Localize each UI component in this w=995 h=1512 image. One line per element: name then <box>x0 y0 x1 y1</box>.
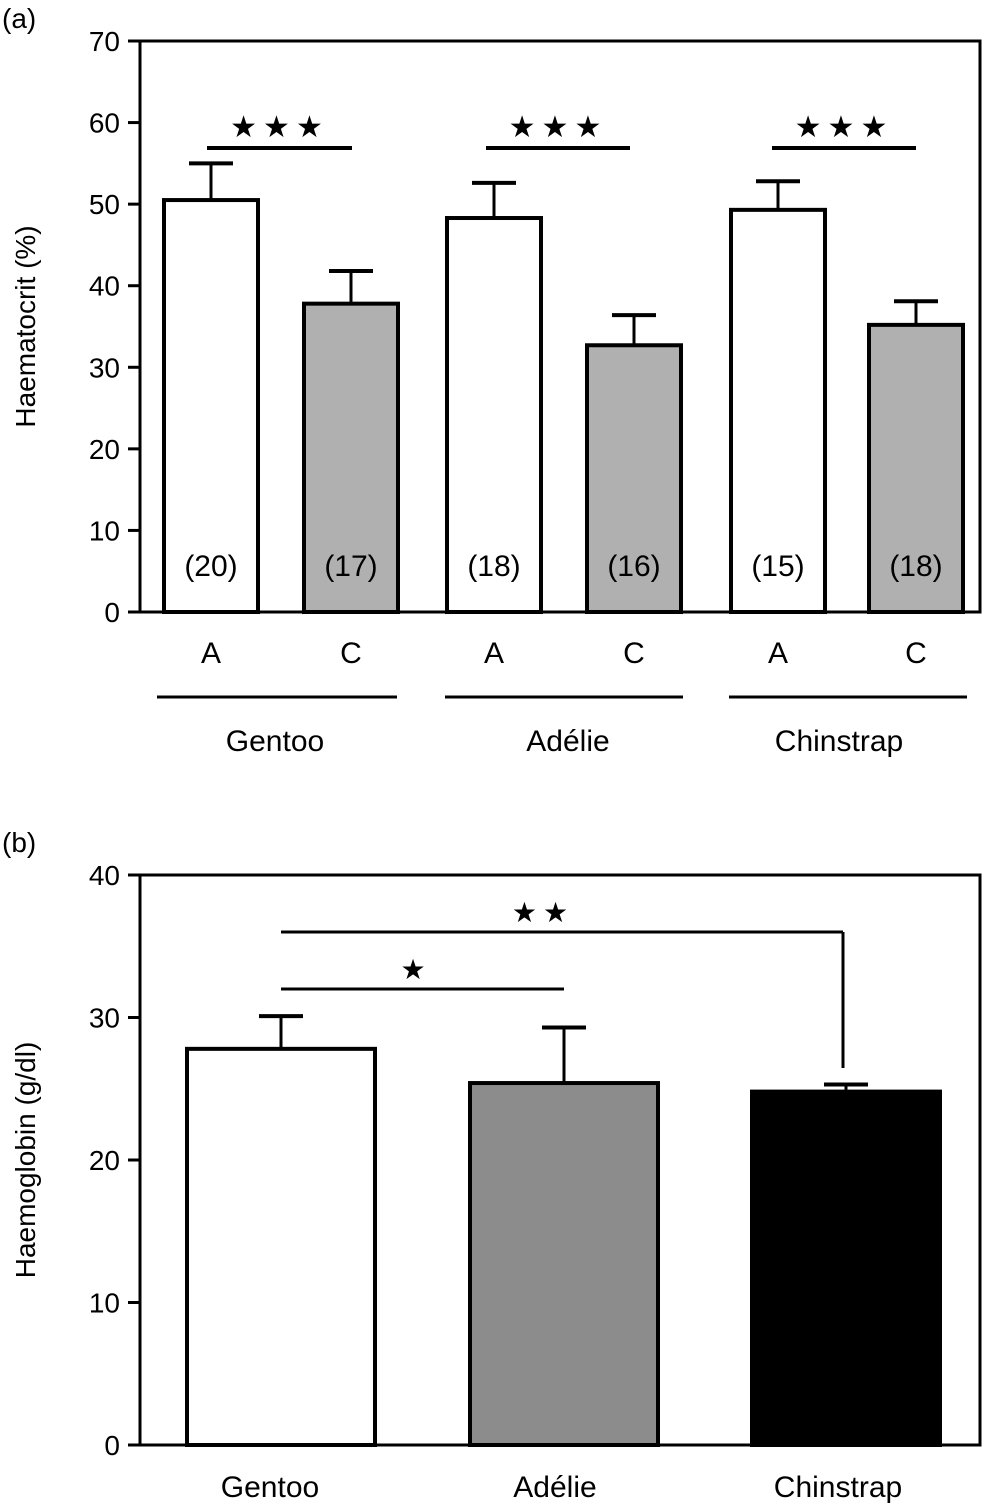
x-tick-label: Gentoo <box>221 1471 319 1504</box>
y-tick-label: 60 <box>89 108 120 139</box>
bar <box>162 198 260 614</box>
y-tick-label: 0 <box>104 597 120 628</box>
x-tick-label: A <box>768 637 788 670</box>
y-tick-label: 30 <box>89 1003 120 1034</box>
y-tick-label: 50 <box>89 189 120 220</box>
y-tick-label: 20 <box>89 434 120 465</box>
group-label: Adélie <box>526 725 609 758</box>
plot-frame <box>138 39 982 614</box>
bar <box>185 1046 377 1447</box>
y-tick-label: 40 <box>89 271 120 302</box>
y-axis-label: Haemoglobin (g/dl) <box>10 1042 41 1279</box>
x-tick-label: A <box>484 637 504 670</box>
bar <box>729 207 827 615</box>
y-tick-label: 0 <box>104 1430 120 1461</box>
group-label: Chinstrap <box>775 725 903 758</box>
significance-stars: ★ <box>400 954 425 985</box>
significance-stars: ★★ <box>512 897 574 928</box>
bar-n-label: (17) <box>324 550 377 583</box>
bar-n-label: (20) <box>184 550 237 583</box>
panel-label: (a) <box>2 3 36 34</box>
y-tick-label: 20 <box>89 1145 120 1176</box>
bar <box>445 216 543 614</box>
bar <box>585 343 683 614</box>
x-tick-label: C <box>905 637 927 670</box>
x-tick-label: C <box>623 637 645 670</box>
significance-stars: ★★★ <box>230 111 329 144</box>
bar <box>302 301 400 614</box>
x-tick-label: C <box>340 637 362 670</box>
x-tick-label: A <box>201 637 221 670</box>
bar <box>750 1089 942 1447</box>
significance-stars: ★★★ <box>795 111 894 144</box>
y-tick-label: 10 <box>89 515 120 546</box>
x-tick-label: Adélie <box>513 1471 596 1504</box>
y-tick-label: 30 <box>89 352 120 383</box>
group-label: Gentoo <box>226 725 324 758</box>
y-tick-label: 70 <box>89 26 120 57</box>
y-tick-label: 40 <box>89 860 120 891</box>
x-tick-label: Chinstrap <box>774 1471 902 1504</box>
bar-n-label: (18) <box>889 550 942 583</box>
bar-n-label: (15) <box>751 550 804 583</box>
y-tick-label: 10 <box>89 1288 120 1319</box>
significance-stars: ★★★ <box>509 111 608 144</box>
bar <box>468 1081 660 1448</box>
y-axis-label: Haematocrit (%) <box>10 225 41 427</box>
bar-n-label: (18) <box>467 550 520 583</box>
panel-label: (b) <box>2 827 36 858</box>
bar <box>867 322 965 614</box>
bar-n-label: (16) <box>607 550 660 583</box>
